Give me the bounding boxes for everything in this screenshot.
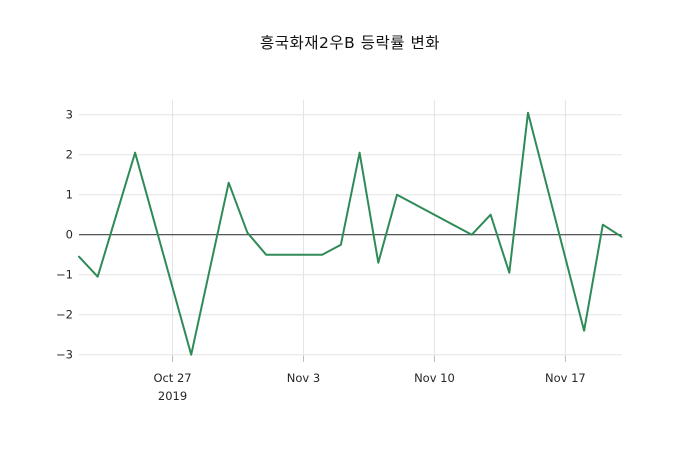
x-tick-label: Nov 17 <box>545 371 586 385</box>
y-tick-label: 3 <box>66 108 73 122</box>
y-tick-label: −2 <box>56 308 73 322</box>
chart-title: 흥국화재2우B 등락률 변화 <box>260 34 440 52</box>
y-tick-label: 2 <box>66 148 73 162</box>
y-tick-label: −1 <box>56 268 73 282</box>
y-tick-label: 1 <box>66 188 73 202</box>
price-change-line <box>78 111 623 356</box>
x-tick-label: Nov 3 <box>287 371 320 385</box>
y-tick-label: 0 <box>66 228 73 242</box>
x-tick-year-label: 2019 <box>158 389 187 403</box>
x-tick-label: Oct 27 <box>153 371 191 385</box>
y-tick-label: −3 <box>56 348 73 362</box>
x-tick-label: Nov 10 <box>414 371 455 385</box>
